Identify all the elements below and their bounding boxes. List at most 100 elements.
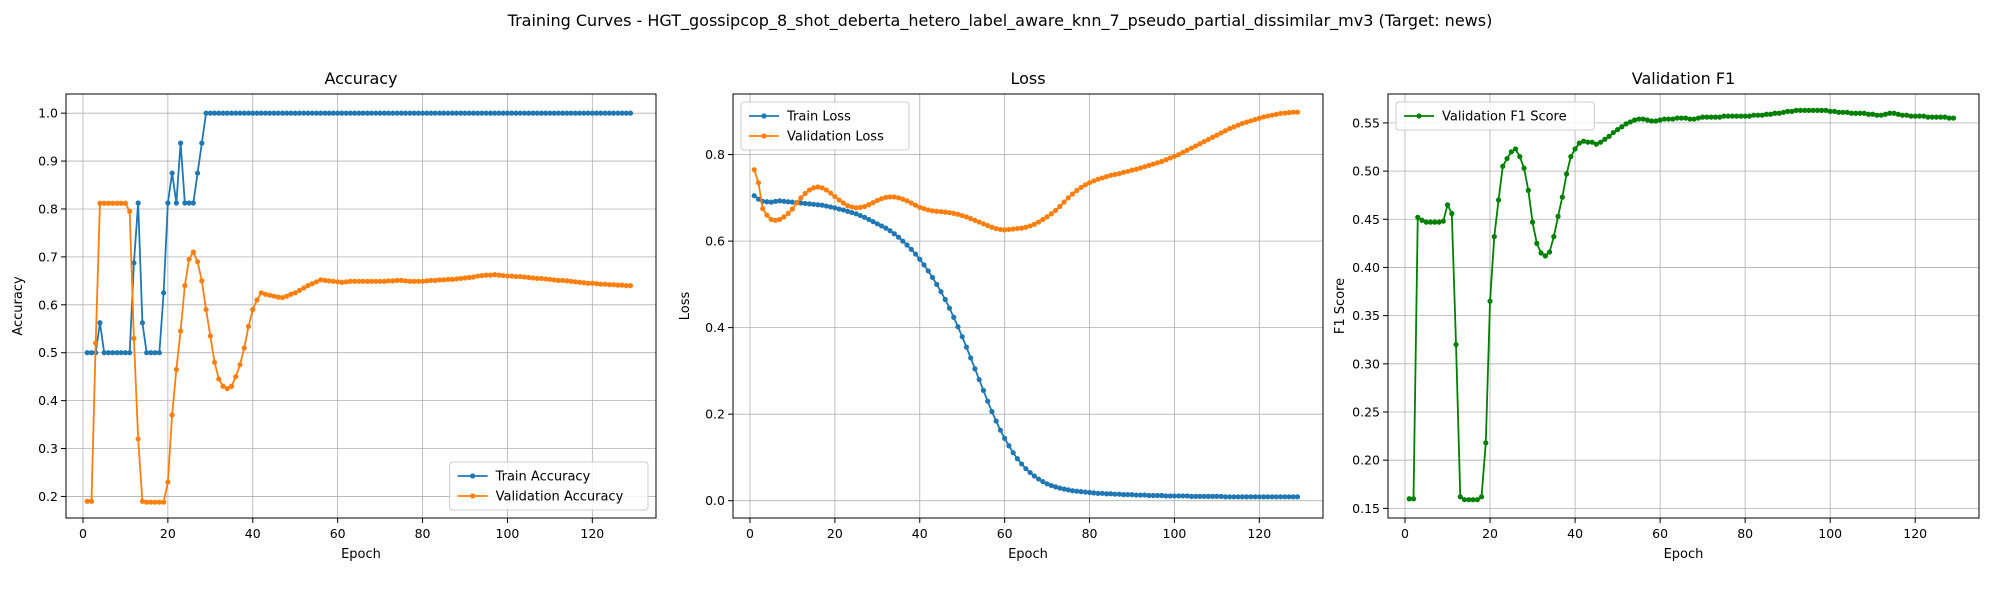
loss-series-0-point-124 — [1277, 494, 1284, 500]
accuracy-series-0-point-58 — [330, 110, 337, 116]
loss-series-0-point-60 — [1006, 443, 1012, 449]
loss-series-0-point-26 — [861, 214, 868, 220]
accuracy-series-1-point-32 — [220, 383, 226, 389]
validation-f1-series-0-point-84 — [1763, 111, 1770, 117]
accuracy-series-1-point-6 — [110, 200, 116, 206]
accuracy-series-0-point-97 — [496, 110, 502, 116]
accuracy-series-1-point-34 — [228, 383, 235, 389]
accuracy-series-1-point-21 — [173, 366, 179, 373]
loss-series-1-point-120 — [1260, 114, 1267, 120]
accuracy-xtick-label-6: 120 — [580, 526, 604, 541]
loss-series-0-point-64 — [1023, 466, 1029, 472]
validation-f1-ytick-label-6: 0.45 — [1352, 212, 1380, 227]
loss-series-1-point-60 — [1006, 226, 1012, 233]
accuracy-series-1-point-127 — [623, 283, 629, 289]
validation-f1-series-0-point-40 — [1576, 140, 1582, 146]
accuracy-ytick-label-3: 0.5 — [38, 345, 58, 360]
loss-series-0-point-44 — [938, 289, 944, 295]
accuracy-series-1-point-41 — [258, 290, 264, 296]
loss-series-1-point-85 — [1112, 171, 1118, 178]
accuracy-series-0-point-43 — [267, 110, 273, 116]
loss-series-1-point-73 — [1061, 199, 1067, 205]
loss-legend-marker-1 — [761, 133, 767, 139]
accuracy-title: Accuracy — [324, 69, 397, 88]
accuracy-series-1-point-72 — [390, 278, 396, 284]
loss-series-0-point-21 — [840, 207, 846, 213]
loss-series-1-point-23 — [849, 204, 855, 210]
loss-series-0-point-48 — [955, 324, 961, 330]
loss-series-1-point-12 — [802, 190, 808, 197]
accuracy-series-1-point-68 — [373, 278, 379, 284]
loss-series-0-point-46 — [946, 305, 953, 311]
loss-series-0-point-42 — [929, 274, 936, 281]
accuracy-series-1-point-7 — [114, 200, 120, 206]
validation-f1-series-0-point-119 — [1912, 113, 1918, 119]
accuracy-series-0-point-78 — [415, 110, 421, 116]
accuracy-series-1-point-61 — [343, 279, 349, 285]
accuracy-series-0-point-99 — [504, 110, 511, 116]
accuracy-series-1-point-35 — [233, 374, 239, 380]
accuracy-series-0-point-16 — [152, 350, 158, 356]
loss-series-1-point-100 — [1176, 151, 1182, 158]
loss-series-1-point-51 — [968, 216, 974, 222]
loss-axes-frame — [732, 93, 1324, 519]
accuracy-series-0-point-81 — [428, 110, 434, 116]
accuracy-legend-marker-0 — [470, 473, 476, 479]
loss-series-1-point-32 — [887, 194, 893, 200]
accuracy-series-1-point-114 — [568, 278, 574, 284]
accuracy-series-1-point-78 — [415, 278, 421, 284]
loss-series-1-point-16 — [819, 185, 825, 191]
accuracy-series-0-point-9 — [122, 350, 129, 356]
loss-series-1-point-114 — [1235, 122, 1241, 128]
loss-series-1-point-69 — [1044, 214, 1050, 220]
accuracy-series-1-point-103 — [521, 274, 528, 280]
validation-f1-series-0-point-82 — [1755, 112, 1761, 118]
validation-f1-ytick-label-8: 0.55 — [1352, 115, 1380, 130]
accuracy-xtick-label-4: 80 — [415, 526, 431, 541]
loss-series-1-point-65 — [1027, 223, 1033, 229]
accuracy-series-1-point-48 — [288, 291, 294, 297]
accuracy-series-0-point-24 — [186, 200, 192, 206]
loss-series-0-point-86 — [1116, 491, 1122, 497]
loss-series-0-point-6 — [777, 198, 783, 204]
loss-series-1-point-20 — [836, 197, 842, 203]
loss-series-1-point-33 — [891, 194, 897, 200]
accuracy-series-0-point-113 — [564, 110, 570, 116]
accuracy-series-0-point-92 — [475, 110, 481, 116]
validation-f1-series-0-point-109 — [1870, 111, 1876, 117]
loss-series-0-point-75 — [1069, 488, 1076, 494]
loss-series-1-point-1 — [755, 180, 762, 186]
loss-series-1-point-4 — [768, 216, 774, 223]
accuracy-series-0-point-46 — [279, 110, 286, 116]
loss-series-0-point-14 — [811, 201, 817, 207]
validation-f1-series-0-point-1 — [1410, 496, 1417, 502]
loss-series-1-point-105 — [1197, 141, 1203, 147]
accuracy-series-0-point-111 — [555, 110, 561, 116]
loss-series-0-point-126 — [1286, 494, 1292, 500]
validation-f1-series-0-point-0 — [1406, 496, 1412, 502]
accuracy-ytick-label-5: 0.7 — [38, 249, 58, 264]
loss-series-0-point-67 — [1036, 476, 1042, 482]
loss-series-0-point-103 — [1188, 493, 1195, 499]
accuracy-series-0-point-84 — [441, 110, 447, 116]
loss-series-1-point-78 — [1082, 182, 1088, 188]
accuracy-series-0-point-68 — [373, 110, 379, 116]
validation-f1-series-0-point-19 — [1487, 298, 1493, 304]
accuracy-series-1-point-24 — [186, 256, 192, 262]
loss-series-1-point-31 — [883, 194, 889, 200]
loss-series-1-point-27 — [866, 202, 872, 208]
loss-series-1-point-30 — [878, 196, 885, 202]
accuracy-series-1-point-106 — [534, 275, 540, 282]
accuracy-series-1-point-69 — [377, 278, 383, 284]
loss-series-0-point-80 — [1091, 490, 1097, 496]
loss-series-0-point-59 — [1002, 435, 1008, 441]
loss-series-1-point-80 — [1091, 178, 1097, 184]
validation-f1-series-0-point-33 — [1546, 249, 1553, 255]
accuracy-series-1-point-126 — [619, 282, 625, 288]
loss-series-1-point-102 — [1184, 147, 1190, 153]
accuracy-xlabel: Epoch — [341, 547, 381, 562]
loss-series-0-point-27 — [866, 216, 872, 223]
loss-series-0-point-19 — [832, 205, 838, 211]
accuracy-xtick-label-5: 100 — [496, 526, 520, 541]
loss-series-0-point-15 — [815, 202, 821, 208]
